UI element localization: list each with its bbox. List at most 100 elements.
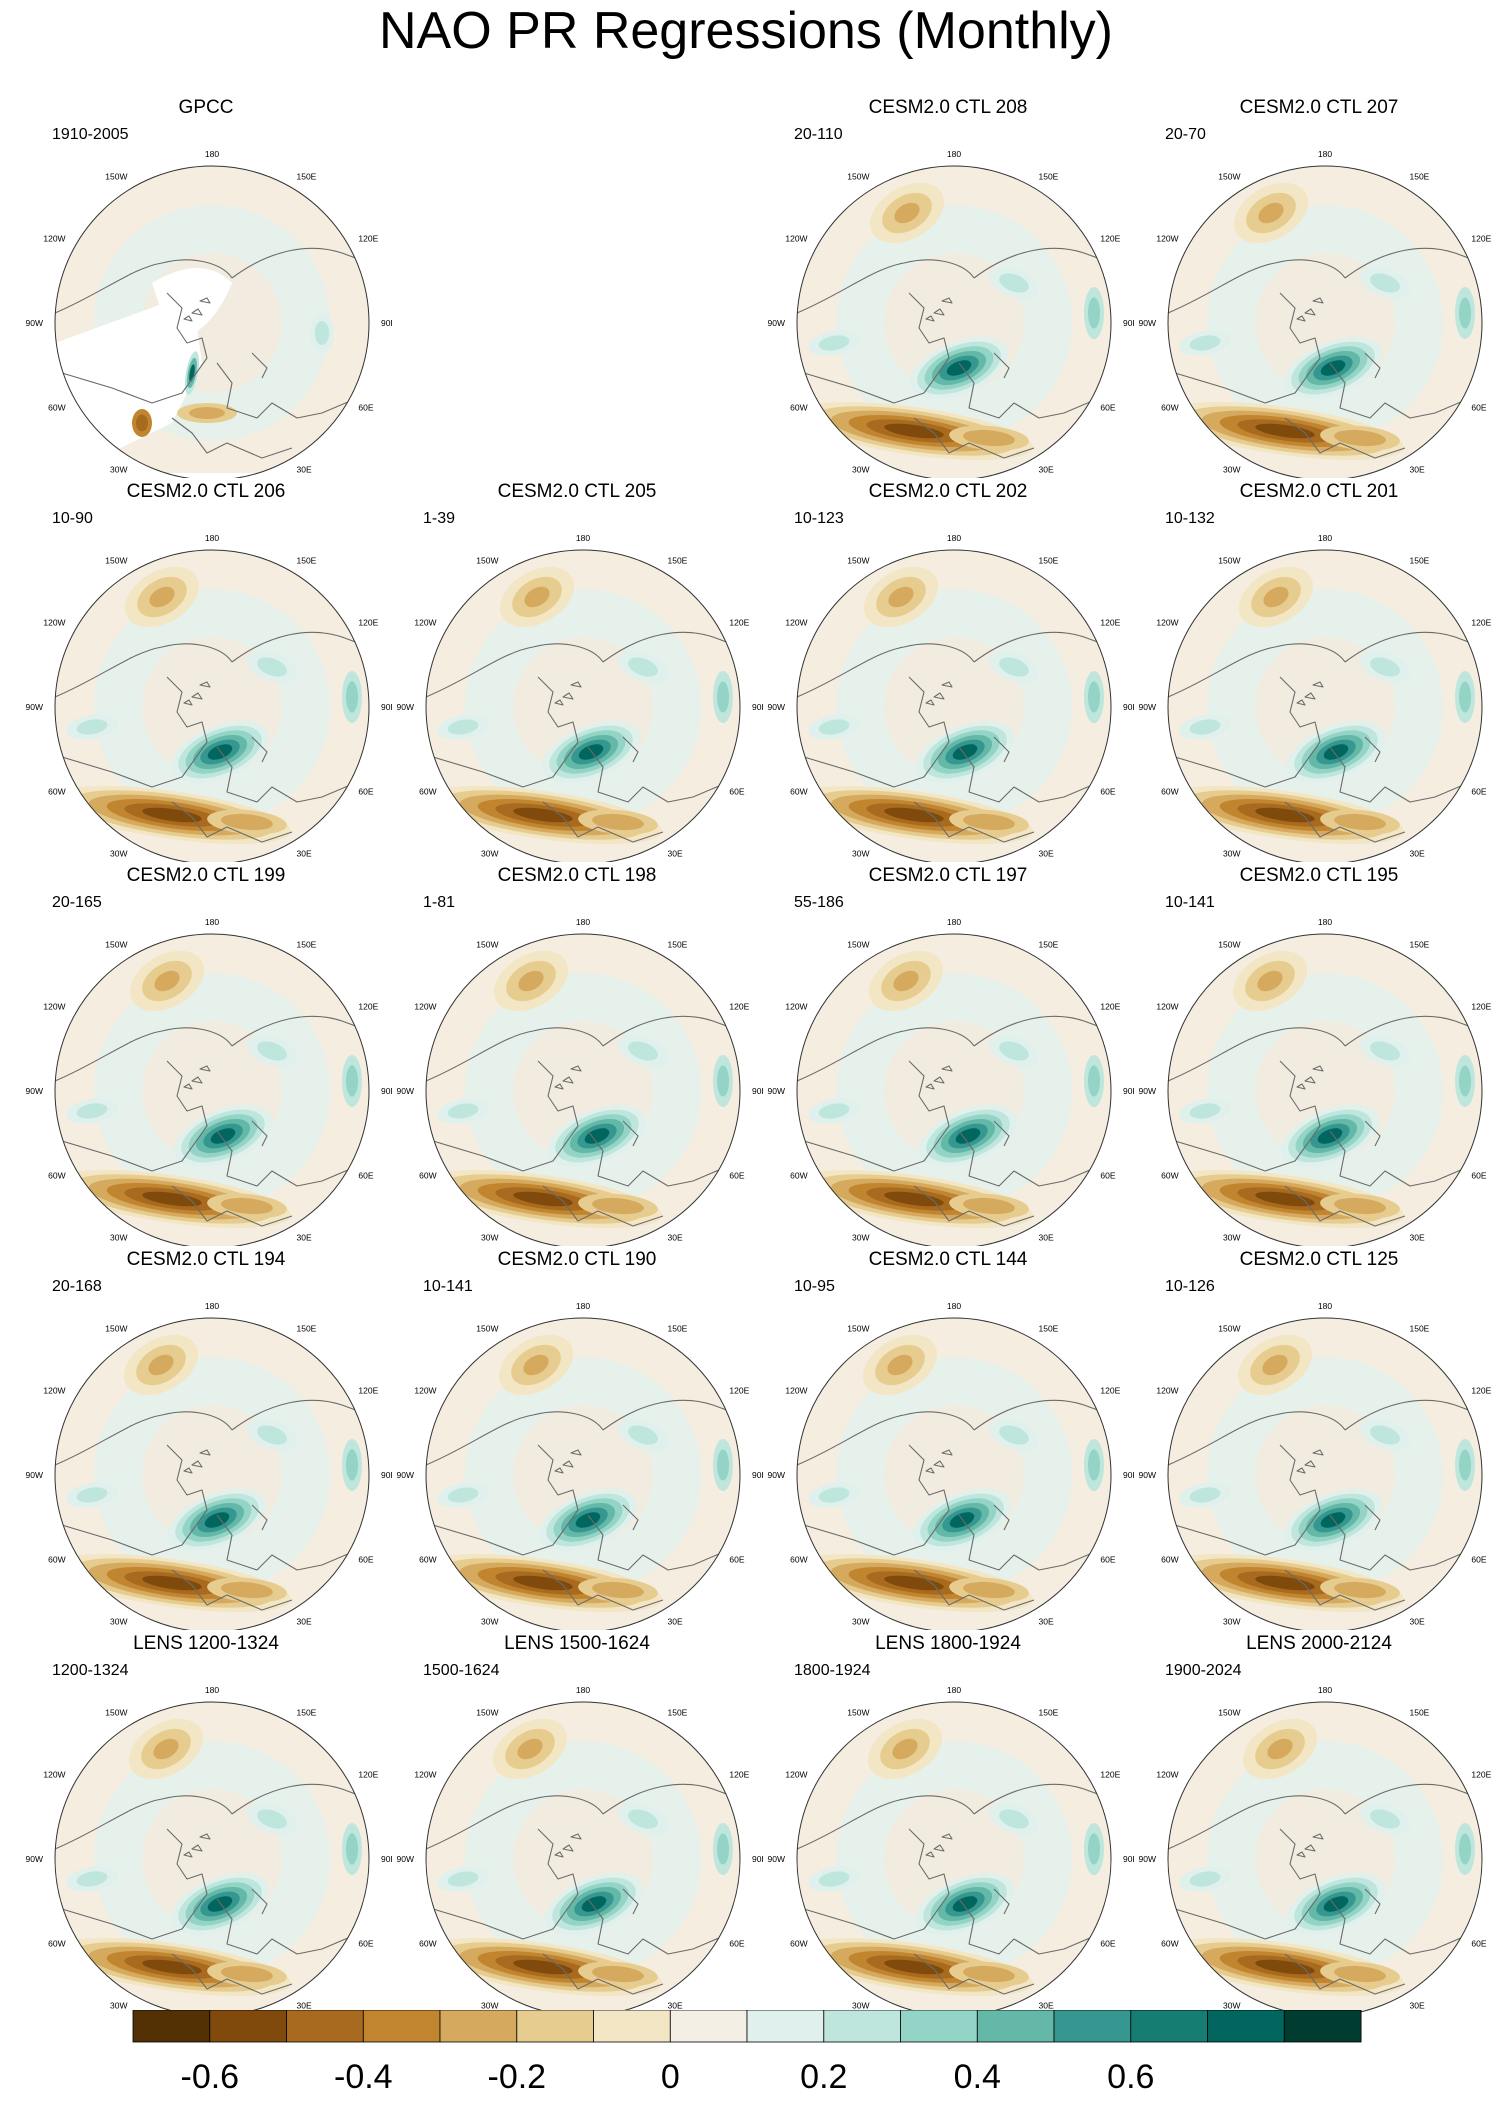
longitude-label: 120E [1471, 618, 1491, 628]
longitude-label: 90E [752, 1854, 763, 1864]
longitude-label: 180 [1318, 533, 1332, 543]
longitude-label: 150E [297, 1708, 317, 1718]
longitude-label: 90W [1139, 1470, 1156, 1480]
longitude-label: 120E [358, 1002, 378, 1012]
longitude-label: 60E [1471, 1171, 1486, 1181]
longitude-label: 120W [1156, 1386, 1178, 1396]
colorbar-swatch [362, 2010, 441, 2043]
colorbar-swatch [1053, 2010, 1132, 2043]
longitude-label: 60W [419, 1555, 436, 1565]
longitude-label: 90E [1123, 702, 1134, 712]
longitude-label: 150E [1410, 940, 1430, 950]
map-panel: CESM2.0 CTL 207180150E120E90E60E30E030W6… [1133, 95, 1492, 478]
longitude-label: 90E [381, 1854, 392, 1864]
longitude-label: 90W [26, 702, 43, 712]
longitude-label: 90W [768, 702, 785, 712]
longitude-label: 150W [476, 1324, 498, 1334]
panel-title: CESM2.0 CTL 205 [497, 481, 657, 502]
longitude-label: 120E [1471, 1386, 1491, 1396]
longitude-label: 120W [785, 1770, 807, 1780]
period-label: 1800-1924 [794, 1662, 871, 1679]
longitude-label: 60E [1100, 1171, 1115, 1181]
longitude-label: 60W [790, 403, 807, 413]
colorbar-swatch [132, 2010, 211, 2043]
longitude-label: 120E [729, 1002, 749, 1012]
longitude-label: 30W [1223, 848, 1240, 858]
longitude-label: 150E [297, 556, 317, 566]
polar-stereographic-map: 180150E120E90E60E30E030W60W90W120W150W [26, 1685, 392, 2014]
longitude-label: 90W [26, 1854, 43, 1864]
longitude-label: 90E [1123, 318, 1134, 328]
period-label: 1-81 [423, 894, 456, 911]
polar-stereographic-map: 180150E120E90E60E30E030W60W90W120W150W [1139, 1301, 1492, 1630]
longitude-label: 30W [481, 2000, 498, 2010]
longitude-label: 120E [729, 618, 749, 628]
longitude-label: 30W [1223, 464, 1240, 474]
longitude-label: 90W [768, 1086, 785, 1096]
map-panel: CESM2.0 CTL 190180150E120E90E60E30E030W6… [391, 1247, 763, 1630]
longitude-label: 60W [1161, 1171, 1178, 1181]
period-label: 55-186 [794, 894, 844, 911]
longitude-label: 90W [397, 1854, 414, 1864]
longitude-label: 30E [1410, 464, 1425, 474]
longitude-label: 90E [381, 702, 392, 712]
panel-title: LENS 1500-1624 [504, 1633, 650, 1654]
colorbar-tick-label: -0.4 [334, 2058, 393, 2096]
period-label: 20-110 [794, 126, 843, 143]
longitude-label: 180 [205, 917, 219, 927]
panel-title: CESM2.0 CTL 207 [1239, 97, 1399, 118]
longitude-label: 120W [43, 1002, 65, 1012]
longitude-label: 90W [1139, 1854, 1156, 1864]
map-panel: CESM2.0 CTL 194180150E120E90E60E30E030W6… [20, 1247, 392, 1630]
longitude-label: 150W [105, 556, 127, 566]
map-panel: CESM2.0 CTL 199180150E120E90E60E30E030W6… [20, 863, 392, 1246]
longitude-label: 30E [1039, 464, 1054, 474]
longitude-label: 120E [1471, 1770, 1491, 1780]
longitude-label: 150W [105, 1708, 127, 1718]
longitude-label: 30E [1039, 1232, 1054, 1242]
panel-title: CESM2.0 CTL 197 [868, 865, 1028, 886]
longitude-label: 60W [419, 1939, 436, 1949]
longitude-label: 30W [110, 848, 127, 858]
longitude-label: 60E [1100, 787, 1115, 797]
colorbar-swatch [900, 2010, 978, 2043]
colorbar-swatch [746, 2010, 825, 2043]
period-label: 1900-2024 [1165, 1662, 1242, 1679]
map-panel: CESM2.0 CTL 206180150E120E90E60E30E030W6… [20, 479, 392, 862]
longitude-label: 30W [110, 1616, 127, 1626]
longitude-label: 120W [785, 234, 807, 244]
longitude-label: 150W [1218, 556, 1240, 566]
longitude-label: 180 [947, 1685, 961, 1695]
longitude-label: 120W [43, 618, 65, 628]
map-panel: GPCC180150E120E90E60E30E030W60W90W120W15… [20, 95, 392, 478]
longitude-label: 180 [576, 917, 590, 927]
longitude-label: 180 [205, 533, 219, 543]
longitude-label: 90E [381, 1086, 392, 1096]
polar-stereographic-map: 180150E120E90E60E30E030W60W90W120W150W [768, 533, 1134, 862]
longitude-label: 60E [729, 1171, 744, 1181]
longitude-label: 60E [729, 1939, 744, 1949]
longitude-label: 150E [1039, 1324, 1059, 1334]
map-panel: LENS 2000-2124180150E120E90E60E30E030W60… [1133, 1631, 1492, 2014]
longitude-label: 60W [48, 1171, 65, 1181]
period-label: 20-165 [52, 894, 102, 911]
longitude-label: 90E [752, 1086, 763, 1096]
panel-title: LENS 2000-2124 [1246, 1633, 1392, 1654]
longitude-label: 30W [852, 848, 869, 858]
map-panel: CESM2.0 CTL 197180150E120E90E60E30E030W6… [762, 863, 1134, 1246]
longitude-label: 90E [1123, 1470, 1134, 1480]
longitude-label: 120E [358, 1386, 378, 1396]
longitude-label: 30E [297, 848, 312, 858]
polar-stereographic-map: 180150E120E90E60E30E030W60W90W120W150W [26, 149, 392, 478]
longitude-label: 120W [1156, 618, 1178, 628]
longitude-label: 180 [205, 1301, 219, 1311]
period-label: 10-123 [794, 510, 844, 527]
polar-stereographic-map: 180150E120E90E60E30E030W60W90W120W150W [768, 1685, 1134, 2014]
longitude-label: 120W [414, 1386, 436, 1396]
colorbar-swatch [286, 2010, 364, 2043]
longitude-label: 90W [26, 1470, 43, 1480]
map-panel: CESM2.0 CTL 205180150E120E90E60E30E030W6… [391, 479, 763, 862]
longitude-label: 150E [1039, 172, 1059, 182]
longitude-label: 120W [1156, 1770, 1178, 1780]
colorbar-tick-label: 0 [661, 2058, 680, 2096]
